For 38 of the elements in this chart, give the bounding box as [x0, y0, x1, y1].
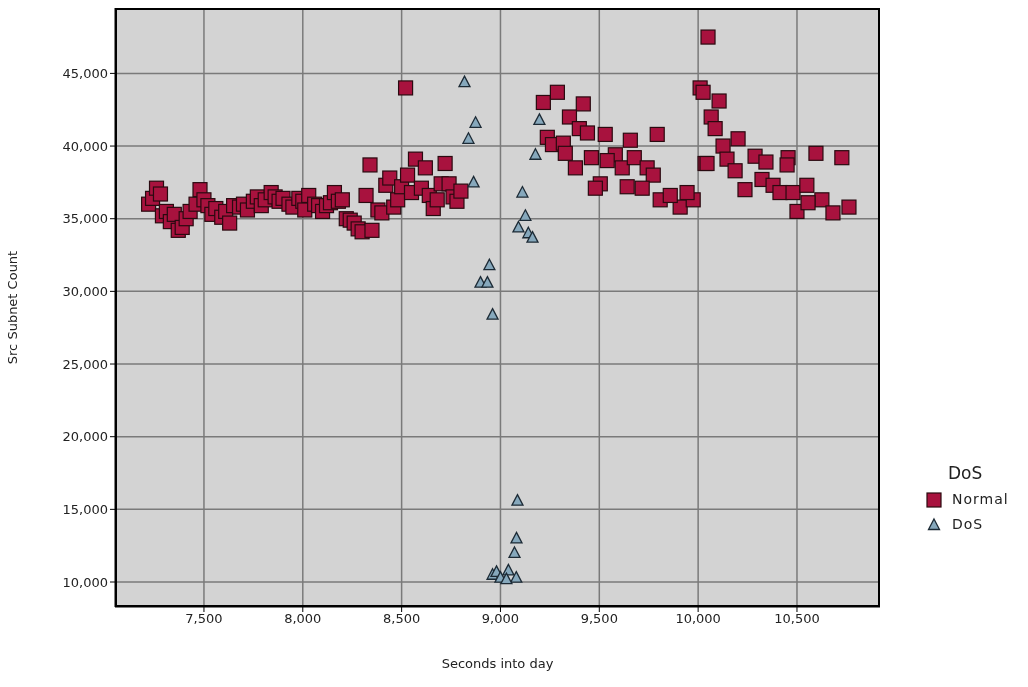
point — [512, 220, 525, 233]
point — [526, 230, 539, 243]
legend-label: Normal — [952, 491, 1009, 507]
point — [533, 113, 546, 126]
x-tick-label: 10,000 — [675, 611, 721, 627]
legend-label: DoS — [952, 516, 984, 532]
point — [510, 571, 523, 583]
point — [483, 258, 496, 271]
point — [508, 546, 521, 559]
x-tick-label: 8,500 — [383, 611, 421, 627]
x-tick-label: 10,500 — [774, 611, 820, 627]
x-tick-label: 9,500 — [580, 611, 618, 627]
y-tick-label: 20,000 — [62, 429, 108, 445]
point — [458, 75, 471, 88]
point — [511, 493, 524, 506]
y-tick-label: 30,000 — [62, 283, 108, 299]
y-tick-label: 25,000 — [62, 356, 108, 372]
point — [510, 531, 523, 544]
point — [462, 132, 475, 144]
point — [516, 185, 529, 198]
point — [486, 307, 499, 320]
y-tick-label: 10,000 — [62, 574, 108, 590]
x-tick-label: 9,000 — [481, 611, 520, 627]
point — [519, 209, 532, 221]
point — [481, 276, 494, 288]
y-tick-label: 45,000 — [62, 66, 108, 82]
point — [502, 563, 515, 576]
point — [467, 175, 480, 188]
x-tick-label: 7,500 — [185, 611, 223, 627]
point — [529, 148, 542, 160]
point — [500, 572, 513, 585]
y-tick-label: 35,000 — [62, 211, 108, 227]
y-tick-label: 40,000 — [62, 138, 108, 154]
legend-title: DoS — [948, 463, 984, 483]
x-axis-title: Seconds into day — [441, 656, 554, 671]
y-tick-label: 15,000 — [62, 501, 108, 517]
point — [469, 116, 482, 128]
x-tick-label: 8,000 — [284, 611, 322, 627]
